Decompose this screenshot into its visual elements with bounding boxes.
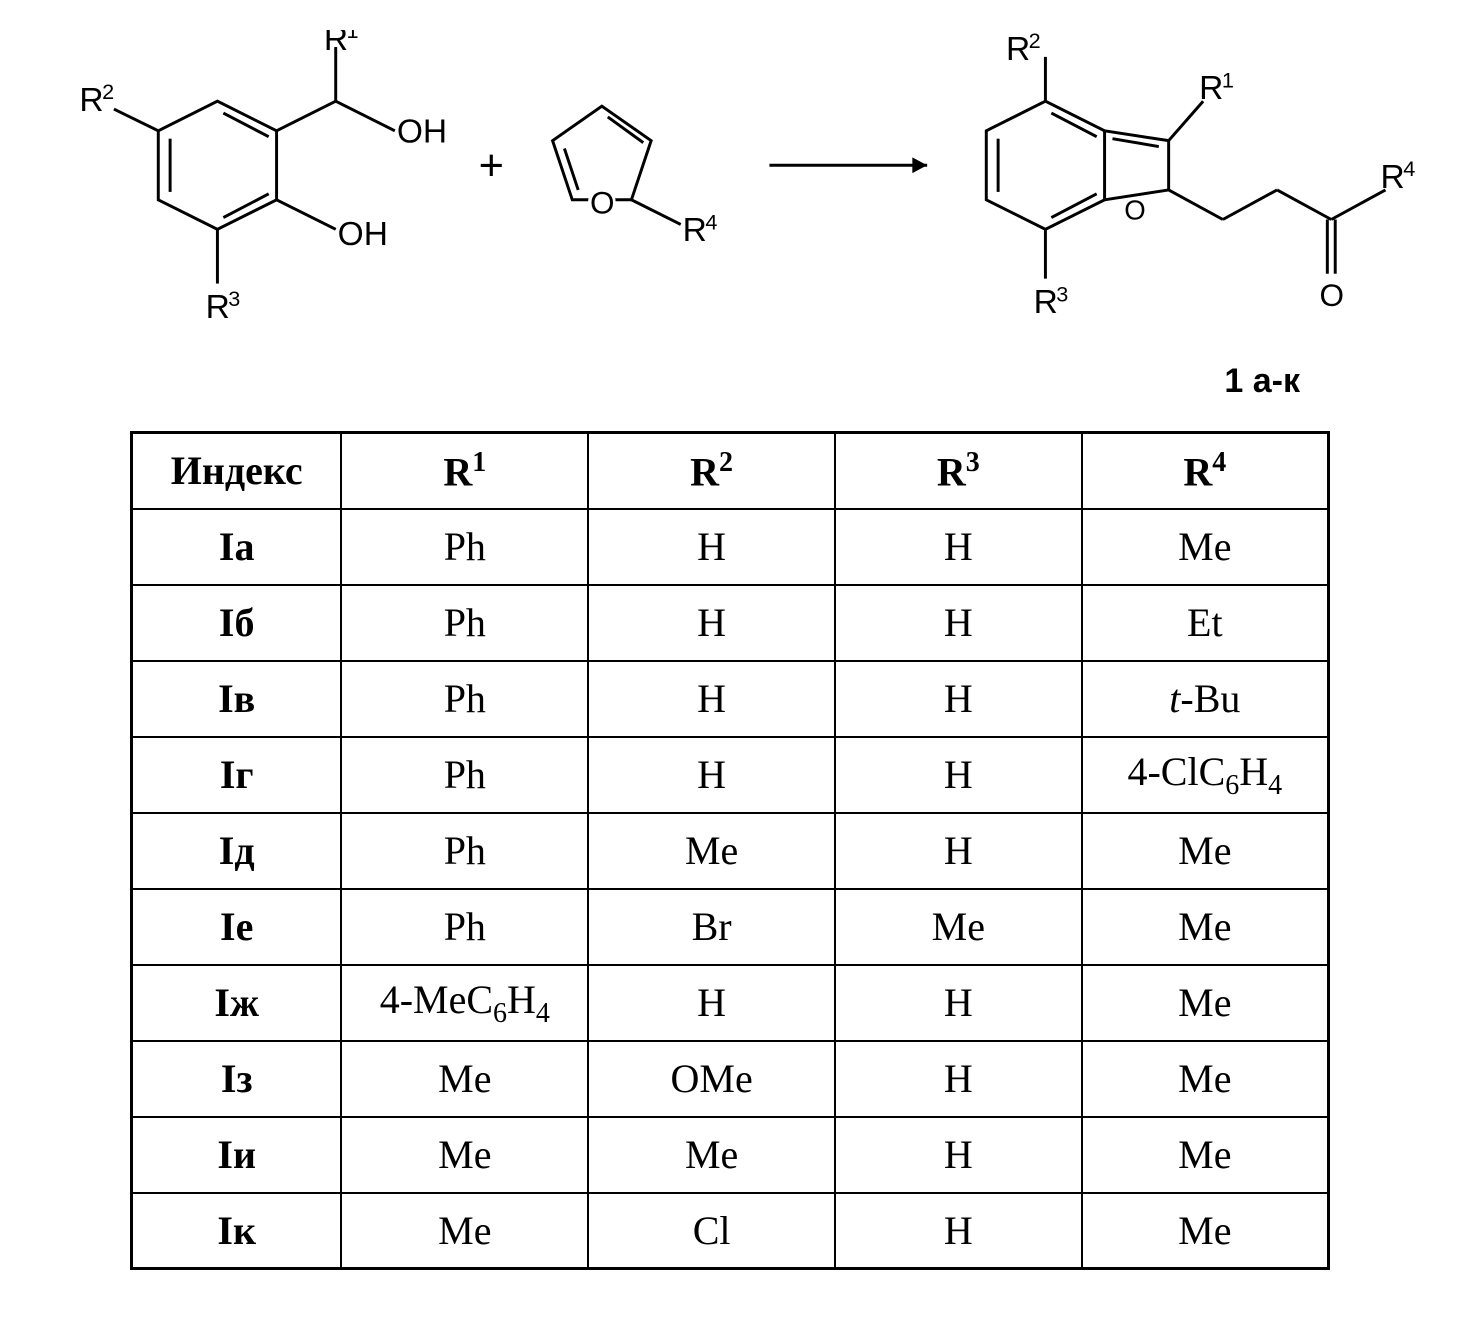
- cell-r2: Br: [588, 889, 835, 965]
- cell-r1: Ph: [341, 585, 588, 661]
- cell-index: Iд: [132, 813, 342, 889]
- cell-r2: H: [588, 509, 835, 585]
- table-header-row: Индекс R1 R2 R3 R4: [132, 433, 1329, 509]
- svg-text:3: 3: [1056, 281, 1068, 306]
- table-row: Iг Ph H H 4-ClC6H4: [132, 737, 1329, 813]
- table-row: Iе Ph Br Me Me: [132, 889, 1329, 965]
- cell-index: Iж: [132, 965, 342, 1041]
- svg-text:3: 3: [228, 286, 240, 311]
- cell-r1: Me: [341, 1117, 588, 1193]
- cell-r1: Ph: [341, 889, 588, 965]
- table-row: Iк Me Cl H Me: [132, 1193, 1329, 1269]
- table-row: Iж 4-MeC6H4 H H Me: [132, 965, 1329, 1041]
- table-row: Iз Me OMe H Me: [132, 1041, 1329, 1117]
- cell-r3: H: [835, 1117, 1082, 1193]
- table-row: Iв Ph H H t-Bu: [132, 661, 1329, 737]
- cell-index: Iи: [132, 1117, 342, 1193]
- cell-r3: H: [835, 737, 1082, 813]
- svg-text:O: O: [1319, 277, 1344, 313]
- svg-text:R: R: [1199, 70, 1223, 107]
- cell-r3: H: [835, 509, 1082, 585]
- product-label: 1 а-к: [20, 362, 1300, 401]
- svg-text:OH: OH: [338, 216, 388, 253]
- cell-r4: Me: [1082, 509, 1329, 585]
- cell-r2: H: [588, 661, 835, 737]
- svg-text:R: R: [324, 30, 348, 58]
- cell-r4: t-Bu: [1082, 661, 1329, 737]
- cell-r1: Ph: [341, 661, 588, 737]
- cell-r4: 4-ClC6H4: [1082, 737, 1329, 813]
- svg-text:R: R: [1381, 159, 1405, 196]
- svg-text:R: R: [683, 212, 707, 249]
- cell-r1: Ph: [341, 737, 588, 813]
- svg-text:2: 2: [1029, 30, 1041, 53]
- cell-index: Iг: [132, 737, 342, 813]
- header-r4: R4: [1082, 433, 1329, 509]
- cell-r1: Me: [341, 1193, 588, 1269]
- cell-r3: H: [835, 1193, 1082, 1269]
- cell-index: Iе: [132, 889, 342, 965]
- cell-r3: H: [835, 813, 1082, 889]
- svg-text:1: 1: [1222, 67, 1234, 92]
- cell-r4: Me: [1082, 1193, 1329, 1269]
- header-r1: R1: [341, 433, 588, 509]
- svg-text:OH: OH: [397, 114, 447, 151]
- cell-r3: H: [835, 661, 1082, 737]
- cell-r4: Me: [1082, 889, 1329, 965]
- cell-r1: Ph: [341, 813, 588, 889]
- cell-index: Iк: [132, 1193, 342, 1269]
- cell-r2: H: [588, 585, 835, 661]
- cell-r4: Me: [1082, 1117, 1329, 1193]
- cell-r2: Me: [588, 1117, 835, 1193]
- cell-r3: H: [835, 1041, 1082, 1117]
- header-r2: R2: [588, 433, 835, 509]
- svg-text:R: R: [1034, 284, 1058, 321]
- svg-text:R: R: [1006, 31, 1030, 68]
- cell-r4: Me: [1082, 813, 1329, 889]
- cell-r1: Me: [341, 1041, 588, 1117]
- table-row: Iб Ph H H Et: [132, 585, 1329, 661]
- svg-text:O: O: [590, 185, 615, 221]
- svg-text:2: 2: [102, 79, 114, 104]
- svg-text:+: +: [479, 142, 504, 190]
- cell-r2: OMe: [588, 1041, 835, 1117]
- svg-text:R: R: [79, 82, 103, 119]
- svg-text:O: O: [1124, 194, 1145, 225]
- cell-index: Iз: [132, 1041, 342, 1117]
- substituent-table: Индекс R1 R2 R3 R4 Iа Ph H H Me Iб Ph H …: [130, 431, 1330, 1270]
- figure-container: R 2 R 1 OH OH R 3 + O R 4: [20, 20, 1440, 1270]
- cell-r1: 4-MeC6H4: [341, 965, 588, 1041]
- cell-r2: H: [588, 965, 835, 1041]
- cell-index: Iа: [132, 509, 342, 585]
- header-index: Индекс: [132, 433, 342, 509]
- table-row: Iи Me Me H Me: [132, 1117, 1329, 1193]
- table-row: Iд Ph Me H Me: [132, 813, 1329, 889]
- svg-text:R: R: [206, 289, 230, 326]
- svg-text:4: 4: [705, 209, 717, 234]
- cell-r2: H: [588, 737, 835, 813]
- cell-index: Iв: [132, 661, 342, 737]
- cell-r2: Me: [588, 813, 835, 889]
- svg-text:4: 4: [1403, 156, 1415, 181]
- cell-r2: Cl: [588, 1193, 835, 1269]
- header-r3: R3: [835, 433, 1082, 509]
- cell-r3: H: [835, 965, 1082, 1041]
- cell-r4: Me: [1082, 1041, 1329, 1117]
- reaction-svg: R 2 R 1 OH OH R 3 + O R 4: [40, 30, 1420, 340]
- cell-r4: Et: [1082, 585, 1329, 661]
- cell-r3: H: [835, 585, 1082, 661]
- table-row: Iа Ph H H Me: [132, 509, 1329, 585]
- reaction-scheme: R 2 R 1 OH OH R 3 + O R 4: [20, 20, 1440, 350]
- cell-r4: Me: [1082, 965, 1329, 1041]
- cell-r1: Ph: [341, 509, 588, 585]
- cell-r3: Me: [835, 889, 1082, 965]
- svg-text:1: 1: [347, 30, 359, 43]
- cell-index: Iб: [132, 585, 342, 661]
